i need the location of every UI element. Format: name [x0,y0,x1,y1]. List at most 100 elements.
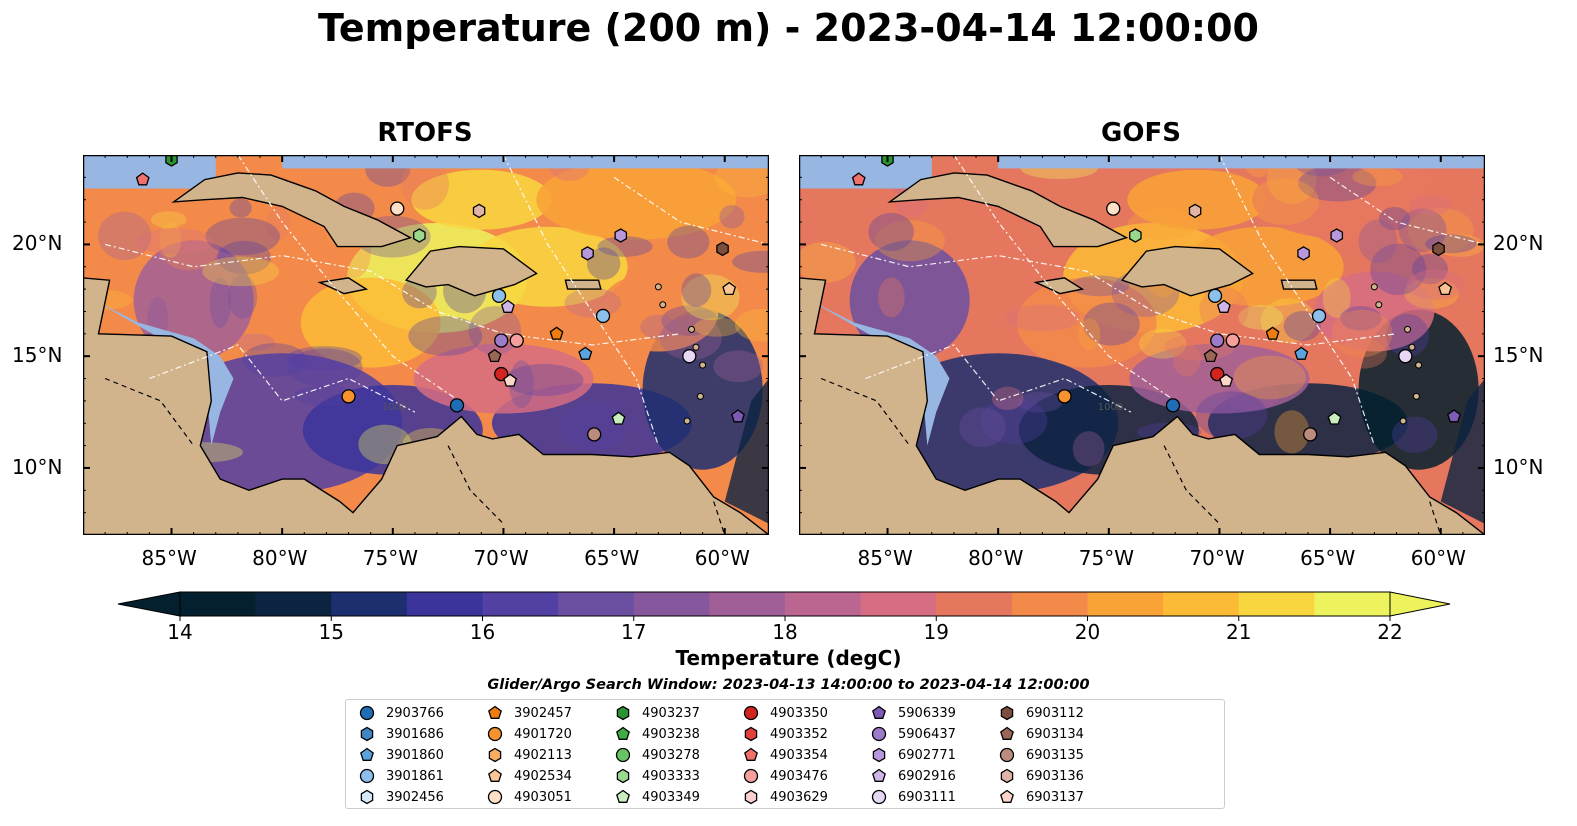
legend-label: 3902456 [386,789,444,805]
colorbar-bin [331,592,408,616]
legend-item: 4902534 [484,766,572,786]
legend-label: 4903349 [642,789,700,805]
legend-item: 6903135 [996,745,1084,765]
legend-label: 4903278 [642,747,700,763]
legend-item: 3902456 [356,787,444,807]
rtofs-map: 1000 [83,155,769,535]
lat-tick-label: 20°N [12,231,63,256]
legend-marker [616,705,630,721]
lat-tick-label: 10°N [12,454,63,479]
colorbar-bin [936,592,1013,616]
legend-item: 6902916 [868,766,956,786]
legend-marker-icon [359,768,375,784]
colorbar-bin [558,592,635,616]
legend-label: 4903354 [770,747,828,763]
land-central [83,155,769,535]
legend-marker-icon [488,747,502,763]
legend-marker-icon [488,705,502,719]
contour-label: 1000 [1098,402,1123,413]
land-cuba [171,172,413,248]
colorbar-bin [1011,592,1088,616]
colorbar-tick-label: 22 [1377,620,1403,644]
float-marker [135,172,150,186]
legend-item: 5906437 [868,724,956,744]
float-marker [449,398,465,413]
legend-label: 4903629 [770,789,828,805]
colorbar-bin [1314,592,1391,616]
colorbar-label: Temperature (degC) [675,646,902,670]
legend-item: 6903134 [996,724,1084,744]
legend-label: 2903766 [386,705,444,721]
float-marker [509,333,524,348]
float-marker [491,288,507,303]
float-marker [390,201,405,216]
legend-marker-icon [1000,705,1014,721]
legend-item: 6903111 [868,787,956,807]
lon-tick-label: 75°W [1078,546,1135,570]
legend-marker-icon [360,747,374,761]
colorbar-tick-label: 21 [1226,620,1252,644]
legend-item: 6903137 [996,787,1084,807]
colorbar-bin [406,592,483,616]
colorbar-tick-label: 14 [167,620,193,644]
legend-marker-icon [616,705,630,721]
legend-marker [743,768,759,784]
land-jamaica [317,277,369,295]
colorbar-extend-low [117,591,181,617]
legend-item: 6903112 [996,703,1084,723]
lon-tick-label: 85°W [857,546,913,570]
colorbar-bin [1163,592,1240,616]
legend-marker-icon [743,768,759,784]
legend-item: 4903352 [740,724,828,744]
legend-item: 3902457 [484,703,572,723]
float-marker [578,346,593,360]
legend-marker [488,705,502,719]
legend-marker-icon [743,705,759,721]
legend-marker [616,768,630,784]
colorbar-bin [785,592,862,616]
legend-marker-icon [615,747,631,763]
colorbar-bin [1087,592,1164,616]
legend-marker-icon [872,747,886,763]
land-jamaica [1033,277,1085,295]
legend-item: 4901720 [484,724,572,744]
legend-label: 4903238 [642,726,700,742]
legend-marker-icon [999,747,1015,763]
land-central [799,155,1485,535]
land-hispaniola [404,245,538,297]
colorbar-tick-label: 16 [469,620,496,644]
legend-item: 4903354 [740,745,828,765]
legend-label: 4903333 [642,768,700,784]
float-marker [472,203,486,219]
legend-marker [999,747,1015,763]
legend-label: 6903112 [1026,705,1084,721]
legend-marker [872,768,886,782]
legend-label: 4902534 [514,768,572,784]
float-marker [1447,409,1461,423]
float-marker [851,172,866,186]
legend-item: 6903136 [996,766,1084,786]
colorbar-bin [482,592,559,616]
float-marker [1207,288,1223,303]
float-marker [682,349,697,364]
float-marker [1165,398,1181,413]
lat-tick-label: 15°N [12,343,63,368]
legend-label: 4903051 [514,789,572,805]
legend-label: 4903350 [770,705,828,721]
float-marker [1106,201,1121,216]
legend-marker [487,726,503,742]
lon-tick-label: 65°W [1300,546,1356,570]
legend-item: 4903051 [484,787,572,807]
legend-label: 6903135 [1026,747,1084,763]
lon-tick-label: 60°W [694,546,750,570]
legend-label: 3901861 [386,768,444,784]
colorbar-tick-label: 17 [621,620,647,644]
legend-label: 5906339 [898,705,956,721]
legend-item: 4903629 [740,787,828,807]
legend-marker [744,747,758,761]
legend-marker-icon [871,726,887,742]
legend-label: 5906437 [898,726,956,742]
legend-marker-icon [1000,768,1014,784]
legend-marker [872,747,886,763]
legend-marker-icon [872,768,886,782]
